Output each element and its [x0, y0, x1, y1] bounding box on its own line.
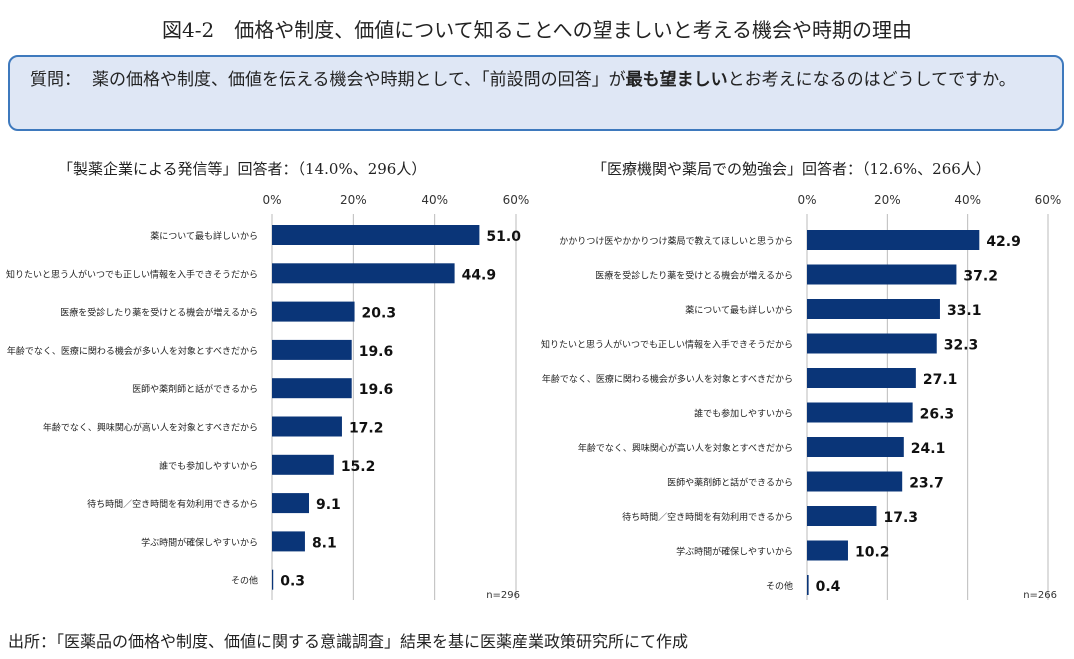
category-label: 待ち時間／空き時間を有効利用できるから: [87, 498, 258, 510]
data-label: 37.2: [963, 269, 998, 285]
data-label: 15.2: [341, 459, 376, 475]
tick-label: 20%: [340, 193, 367, 207]
category-label: 医師や薬剤師と話ができるから: [132, 383, 258, 395]
category-label: 待ち時間／空き時間を有効利用できるから: [622, 511, 793, 523]
figure-title: 図4-2 価格や制度、価値について知ることへの望ましいと考える機会や時期の理由: [161, 18, 912, 42]
question-box: 質問： 薬の価格や制度、価値を伝える機会や時期として、「前設問の回答」が最も望ま…: [8, 55, 1064, 131]
tick-label: 0%: [797, 193, 816, 207]
data-label: 0.3: [280, 574, 305, 590]
data-label: 33.1: [947, 303, 982, 319]
bar: [272, 531, 305, 552]
category-label: 薬について最も詳しいから: [150, 230, 258, 242]
bar: [272, 569, 274, 590]
bar: [272, 454, 334, 475]
tick-label: 60%: [1035, 193, 1062, 207]
bar: [272, 301, 355, 322]
category-label: 薬について最も詳しいから: [685, 304, 793, 316]
chart-left-title: 「製薬企業による発信等」回答者：（14.0%、296人）: [58, 160, 427, 178]
question-text: 薬の価格や制度、価値を伝える機会や時期として、「前設問の回答」が最も望ましいとお…: [92, 70, 1016, 90]
bar: [807, 575, 809, 595]
bar: [807, 264, 957, 285]
data-label: 26.3: [920, 407, 955, 423]
tick-label: 40%: [954, 193, 981, 207]
question-label: 質問：: [30, 70, 81, 90]
data-label: 10.2: [855, 545, 890, 561]
bar: [807, 368, 916, 388]
category-label: 誰でも参加しやすいから: [159, 460, 258, 472]
data-label: 19.6: [359, 344, 394, 360]
sample-size-note: n=266: [1023, 590, 1057, 601]
data-label: 17.2: [349, 421, 384, 437]
tick-label: 20%: [874, 193, 901, 207]
bar: [272, 339, 352, 360]
bar: [272, 378, 352, 399]
category-label: 医師や薬剤師と話ができるから: [667, 477, 793, 489]
tick-label: 60%: [503, 193, 530, 207]
category-label: 知りたいと思う人がいつでも正しい情報を入手できそうだから: [6, 268, 258, 280]
bar: [272, 263, 455, 284]
data-label: 27.1: [923, 372, 958, 388]
category-label: 学ぶ時間が確保しやすいから: [676, 546, 793, 558]
bar: [807, 402, 913, 423]
bar: [807, 333, 937, 354]
category-label: 知りたいと思う人がいつでも正しい情報を入手できそうだから: [541, 339, 793, 351]
data-label: 17.3: [883, 510, 918, 526]
bar: [272, 225, 480, 245]
category-label: かかりつけ医やかかりつけ薬局で教えてほしいと思うから: [559, 235, 793, 247]
category-label: 年齢でなく、興味関心が高い人を対象とすべきだから: [43, 422, 258, 434]
data-label: 23.7: [909, 476, 944, 492]
category-label: 誰でも参加しやすいから: [694, 408, 793, 420]
bar: [807, 437, 904, 457]
data-label: 20.3: [362, 306, 397, 322]
question-emphasis: 最も望ましい: [625, 70, 728, 90]
bar: [807, 471, 903, 492]
category-label: 学ぶ時間が確保しやすいから: [141, 536, 258, 548]
bar: [807, 230, 980, 250]
category-label: その他: [231, 575, 258, 587]
bar: [807, 540, 848, 561]
data-label: 32.3: [944, 338, 979, 354]
category-label: 年齢でなく、興味関心が高い人を対象とすべきだから: [578, 442, 793, 454]
category-label: 年齢でなく、医療に関わる機会が多い人を対象とすべきだから: [7, 345, 258, 357]
tick-label: 0%: [262, 193, 281, 207]
category-label: 医療を受診したり薬を受けとる機会が増えるから: [595, 270, 793, 282]
source-note: 出所：「医薬品の価格や制度、価値に関する意識調査」結果を基に医薬産業政策研究所に…: [8, 632, 689, 651]
category-label: 医療を受診したり薬を受けとる機会が増えるから: [60, 307, 258, 319]
data-label: 9.1: [316, 497, 341, 513]
category-label: 年齢でなく、医療に関わる機会が多い人を対象とすべきだから: [542, 373, 793, 385]
chart-right-title: 「医療機関や薬局での勉強会」回答者：（12.6%、266人）: [592, 160, 991, 178]
bar: [272, 416, 342, 437]
bar: [272, 493, 310, 514]
data-label: 44.9: [462, 267, 497, 283]
data-label: 8.1: [312, 535, 337, 551]
sample-size-note: n=296: [486, 590, 520, 601]
bar: [807, 299, 940, 319]
data-label: 51.0: [486, 229, 521, 245]
category-label: その他: [766, 580, 793, 592]
data-label: 0.4: [816, 579, 841, 595]
data-label: 19.6: [359, 382, 394, 398]
data-label: 24.1: [911, 441, 946, 457]
data-label: 42.9: [986, 234, 1021, 250]
tick-label: 40%: [421, 193, 448, 207]
bar: [807, 506, 877, 526]
